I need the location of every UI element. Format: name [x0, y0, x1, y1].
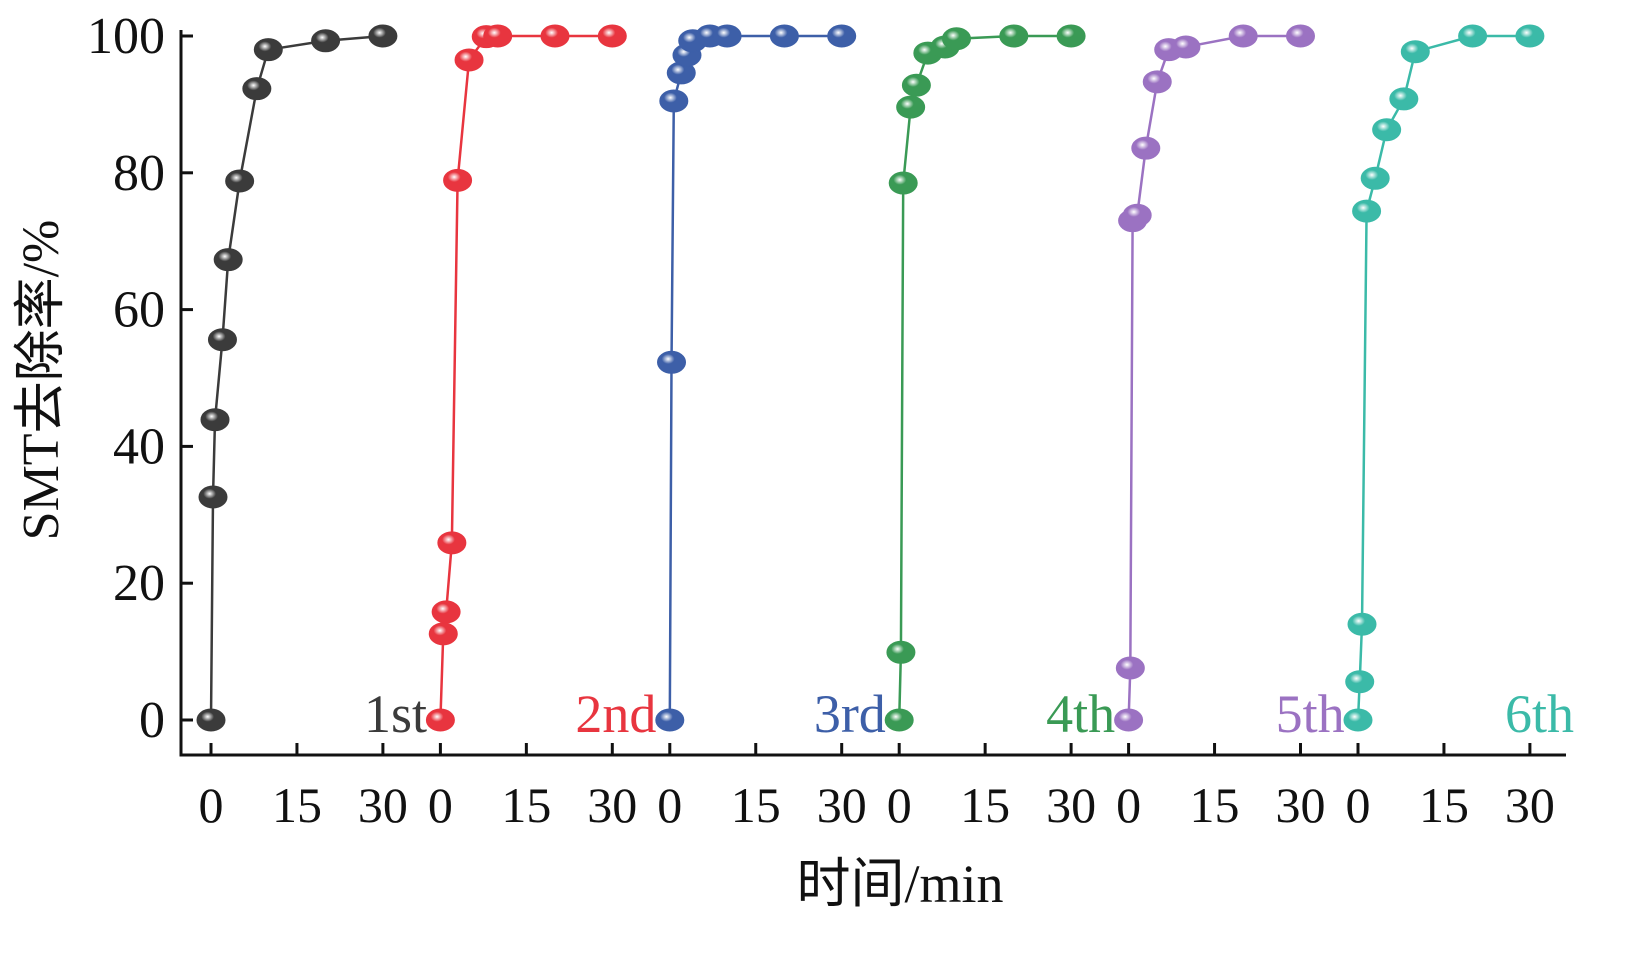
- data-point-3rd: [655, 708, 685, 732]
- series-line-6th: [1356, 34, 1530, 721]
- series-line-1st: [209, 34, 384, 721]
- x-tick-label: 15: [501, 777, 551, 833]
- data-point-6th: [1515, 24, 1545, 48]
- series-line-4th: [897, 34, 1072, 721]
- data-point-4th: [896, 95, 926, 119]
- x-tick-label: 0: [1116, 777, 1141, 833]
- data-point-2nd: [428, 622, 458, 646]
- y-axis-label: SMT去除率/%: [13, 220, 70, 541]
- data-point-5th: [1228, 24, 1258, 48]
- series-6th: 6th: [1343, 24, 1574, 744]
- data-point-4th: [888, 171, 918, 195]
- data-point-5th: [1142, 70, 1172, 94]
- data-point-2nd: [597, 24, 627, 48]
- data-point-3rd: [657, 350, 687, 374]
- x-tick-label: 30: [817, 777, 867, 833]
- x-tick-label: 0: [199, 777, 224, 833]
- data-point-1st: [253, 38, 283, 62]
- x-tick-label: 0: [657, 777, 682, 833]
- series-label-3rd: 3rd: [814, 684, 886, 744]
- data-point-5th: [1122, 203, 1152, 227]
- data-point-6th: [1343, 708, 1373, 732]
- data-point-6th: [1389, 87, 1419, 111]
- data-point-4th: [901, 73, 931, 97]
- data-point-2nd: [483, 24, 513, 48]
- series-3rd: 3rd: [655, 24, 886, 744]
- data-point-6th: [1458, 24, 1488, 48]
- data-point-3rd: [712, 24, 742, 48]
- data-point-1st: [198, 485, 228, 509]
- data-point-3rd: [659, 89, 689, 113]
- x-axis-label: 时间/min: [796, 854, 1003, 914]
- data-point-4th: [884, 708, 914, 732]
- series-4th: 4th: [884, 24, 1115, 744]
- data-point-6th: [1345, 670, 1375, 694]
- y-tick-label: 0: [139, 692, 165, 749]
- data-point-6th: [1372, 118, 1402, 142]
- x-tick-label: 30: [1505, 777, 1555, 833]
- data-point-6th: [1347, 612, 1377, 636]
- series-label-4th: 4th: [1046, 684, 1115, 744]
- data-point-6th: [1400, 40, 1430, 64]
- y-tick-label: 20: [113, 555, 165, 612]
- series-line-2nd: [439, 34, 613, 721]
- series-line-5th: [1127, 34, 1301, 721]
- series-label-2nd: 2nd: [575, 684, 656, 744]
- series-line-3rd: [668, 34, 842, 721]
- series-5th: 5th: [1114, 24, 1345, 744]
- data-point-2nd: [454, 48, 484, 72]
- data-point-3rd: [769, 24, 799, 48]
- x-tick-label: 30: [587, 777, 637, 833]
- data-point-1st: [368, 24, 398, 48]
- axes: 0 20 40 60 80 100 0 15 30 0 15 30 0 15 30 0 15 30 0 15 30 0 15…: [87, 8, 1566, 833]
- x-tick-label: 15: [1419, 777, 1469, 833]
- data-point-5th: [1115, 656, 1145, 680]
- data-point-1st: [213, 248, 243, 272]
- x-tick-label: 15: [731, 777, 781, 833]
- data-point-5th: [1131, 136, 1161, 160]
- data-point-4th: [886, 640, 916, 664]
- series-label-1st: 1st: [364, 684, 427, 744]
- data-point-1st: [196, 708, 226, 732]
- series-2nd: 2nd: [425, 24, 656, 744]
- data-point-6th: [1360, 166, 1390, 190]
- data-point-5th: [1171, 35, 1201, 59]
- data-point-4th: [999, 24, 1029, 48]
- data-point-2nd: [437, 531, 467, 555]
- data-point-1st: [207, 328, 237, 352]
- data-point-6th: [1352, 199, 1382, 223]
- data-point-4th: [942, 27, 971, 51]
- data-point-2nd: [443, 168, 473, 192]
- y-tick-label: 40: [113, 418, 165, 475]
- x-tick-label: 15: [1190, 777, 1240, 833]
- data-point-4th: [1056, 24, 1086, 48]
- data-point-1st: [200, 408, 230, 432]
- x-tick-label: 0: [887, 777, 912, 833]
- data-point-5th: [1286, 24, 1315, 48]
- series-label-5th: 5th: [1276, 684, 1345, 744]
- x-tick-label: 0: [1346, 777, 1371, 833]
- data-point-2nd: [425, 708, 455, 732]
- x-tick-label: 30: [1046, 777, 1096, 833]
- y-tick-label: 60: [113, 282, 165, 339]
- data-point-1st: [311, 29, 341, 53]
- data-point-1st: [225, 169, 255, 193]
- x-tick-label: 0: [428, 777, 453, 833]
- data-point-2nd: [431, 600, 461, 624]
- x-tick-label: 15: [272, 777, 322, 833]
- series-label-6th: 6th: [1505, 684, 1574, 744]
- y-tick-label: 100: [87, 8, 165, 65]
- series-group: 1st 2nd 3rd 4th 5th 6th: [196, 24, 1574, 744]
- data-point-3rd: [827, 24, 857, 48]
- x-tick-label: 30: [1276, 777, 1326, 833]
- series-1st: 1st: [196, 24, 427, 744]
- data-point-5th: [1114, 708, 1144, 732]
- data-point-1st: [242, 77, 272, 101]
- x-tick-label: 30: [358, 777, 408, 833]
- data-point-2nd: [540, 24, 570, 48]
- y-tick-label: 80: [113, 145, 165, 202]
- x-tick-label: 15: [960, 777, 1010, 833]
